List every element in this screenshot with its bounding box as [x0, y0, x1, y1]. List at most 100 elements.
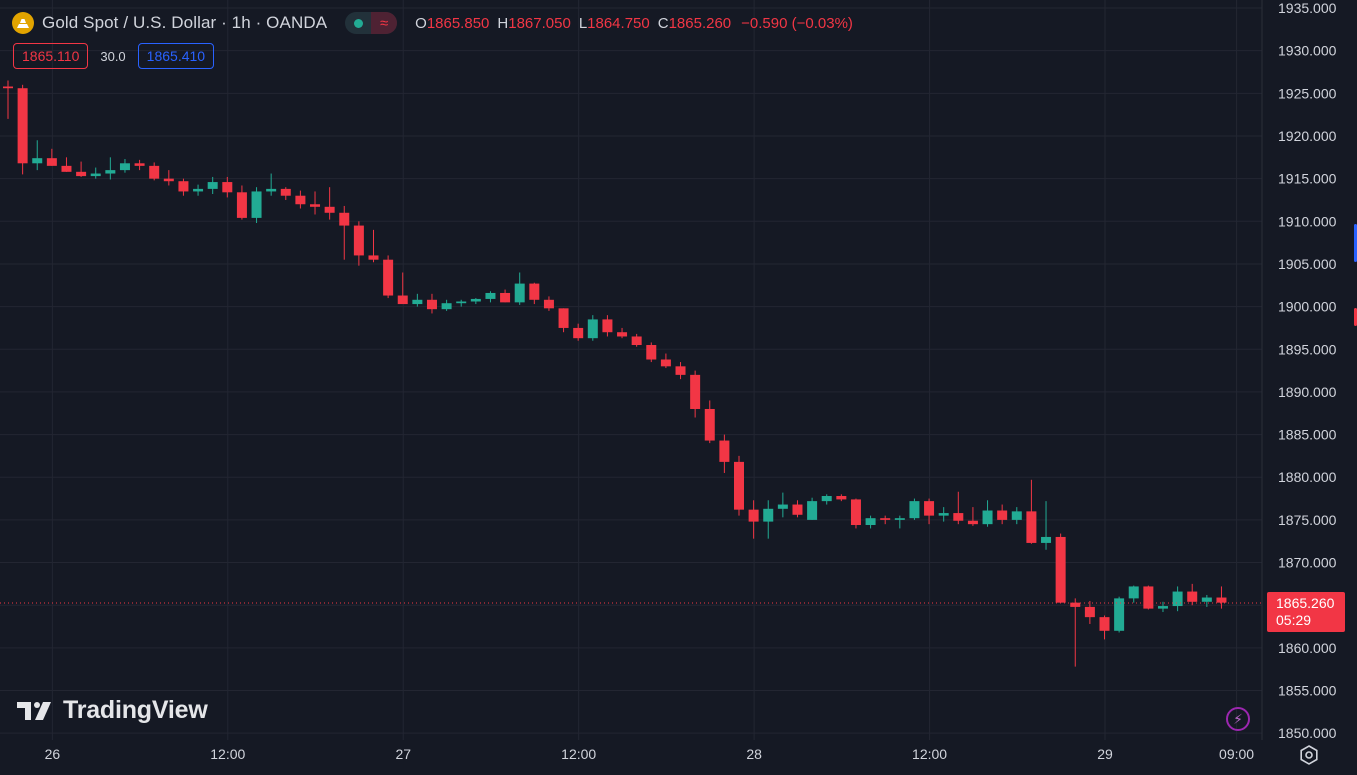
candle-body — [880, 518, 891, 520]
price-tick-label: 1850.000 — [1278, 725, 1337, 741]
candle-body — [32, 158, 43, 164]
last-price-label: 1865.260 05:29 — [1267, 591, 1345, 632]
candle-body — [163, 178, 174, 182]
symbol-title[interactable]: Gold Spot / U.S. Dollar · 1h · OANDA — [42, 13, 328, 32]
candle — [529, 282, 540, 305]
candle — [1157, 601, 1168, 613]
right-edge-marker-red[interactable] — [1354, 308, 1357, 326]
ohlc-high: H1867.050 — [497, 14, 571, 32]
candle-body — [573, 327, 584, 339]
candle — [1041, 501, 1052, 550]
candle — [938, 507, 949, 522]
candle — [500, 289, 511, 303]
candle — [807, 497, 818, 520]
price-tick-label: 1935.000 — [1278, 0, 1337, 16]
time-axis[interactable]: 26 12:00 27 12:00 28 12:00 29 09:00 — [0, 740, 1357, 775]
right-edge-marker-blue[interactable] — [1354, 224, 1357, 262]
candle — [924, 498, 935, 525]
sell-button[interactable]: 1865.110 — [13, 43, 89, 69]
candle — [353, 221, 364, 266]
candle-body — [46, 158, 57, 166]
candle-body — [17, 88, 28, 164]
ohlc-low: L1864.750 — [578, 14, 650, 32]
candle-body — [1157, 606, 1168, 609]
candle — [573, 323, 584, 341]
candle-body — [587, 319, 598, 339]
candle — [236, 185, 247, 220]
gold-coin-icon — [12, 12, 34, 34]
candle-body — [924, 501, 935, 516]
chart-grid — [0, 0, 1262, 740]
candle — [178, 178, 189, 196]
candle-body — [675, 366, 686, 375]
candle — [587, 315, 598, 341]
watermark-text: TradingView — [63, 696, 208, 724]
candle — [310, 191, 321, 215]
candle — [748, 500, 759, 539]
candle — [76, 161, 87, 177]
candle-body — [514, 283, 525, 303]
gear-icon[interactable] — [1298, 744, 1320, 766]
candle-body — [763, 508, 774, 522]
price-tick-label: 1860.000 — [1278, 640, 1337, 656]
candle-body — [295, 195, 306, 205]
trade-panel: 1865.110 30.0 1865.410 — [13, 43, 215, 69]
candle — [660, 353, 671, 369]
candle — [1026, 479, 1037, 544]
price-change: −0.590 (−0.03%) — [741, 14, 853, 32]
candle — [865, 515, 876, 529]
candle-body — [397, 295, 408, 305]
candle — [426, 293, 437, 314]
candle-body — [704, 408, 715, 441]
price-tick-label: 1900.000 — [1278, 299, 1337, 315]
buy-button[interactable]: 1865.410 — [137, 43, 215, 69]
candle-body — [850, 499, 861, 526]
candle-body — [821, 496, 832, 502]
time-tick-label: 12:00 — [210, 746, 245, 762]
candle — [792, 500, 803, 518]
candle — [909, 498, 920, 520]
ohlc-values: O1865.850 H1867.050 L1864.750 C1865.260 — [415, 15, 731, 32]
candle-body — [967, 520, 978, 525]
candle-body — [1099, 617, 1110, 631]
candle-body — [178, 181, 189, 192]
candle-body — [383, 259, 394, 296]
bar-countdown: 05:29 — [1276, 611, 1312, 628]
candle-body — [61, 165, 72, 172]
candle — [631, 333, 642, 347]
candle-body — [1128, 586, 1139, 599]
candle-body — [426, 299, 437, 310]
candle-body — [529, 283, 540, 300]
candle-body — [1041, 536, 1052, 543]
candle-body — [1216, 597, 1227, 603]
candle — [61, 157, 72, 172]
tradingview-logo-icon — [17, 701, 51, 720]
candle-body — [134, 163, 145, 166]
candle — [368, 229, 379, 263]
candle — [953, 491, 964, 525]
candle — [690, 370, 701, 418]
candle-body — [938, 513, 949, 516]
indicator-toggles[interactable]: ≈ — [345, 12, 398, 34]
time-tick-label: 29 — [1097, 746, 1113, 762]
candle-body — [1187, 591, 1198, 602]
candle — [763, 500, 774, 539]
candle — [646, 342, 657, 363]
candle-body — [631, 336, 642, 346]
candle — [1187, 583, 1198, 606]
candle-body — [792, 504, 803, 515]
price-axis[interactable]: 1850.0001855.0001860.0001865.0001870.000… — [1261, 0, 1357, 775]
candle-body — [807, 501, 818, 520]
candle — [280, 187, 291, 200]
lightning-icon[interactable]: ⚡ — [1226, 707, 1250, 731]
tradingview-watermark[interactable]: TradingView — [17, 696, 208, 725]
wave-toggle[interactable]: ≈ — [371, 12, 398, 34]
candle-body — [953, 513, 964, 521]
candle — [119, 159, 130, 173]
candle-body — [339, 212, 350, 226]
candle-body — [280, 188, 291, 196]
market-status-toggle[interactable] — [345, 12, 371, 34]
price-tick-label: 1875.000 — [1278, 512, 1337, 528]
candle-body — [500, 292, 511, 303]
